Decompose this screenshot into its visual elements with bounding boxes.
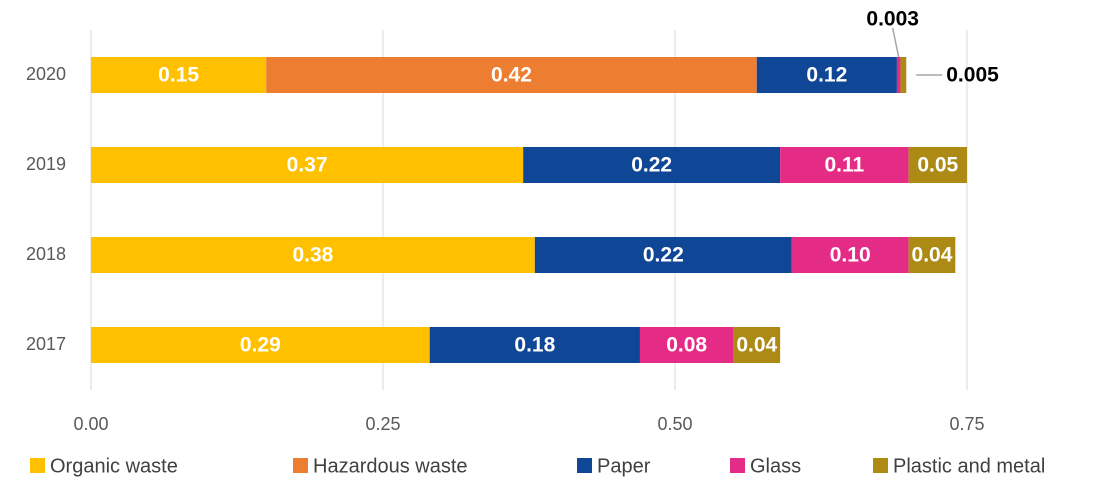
- bar-segment: [91, 57, 267, 93]
- data-label: 0.37: [287, 154, 328, 177]
- legend-label: Paper: [597, 455, 651, 477]
- legend-label: Plastic and metal: [893, 455, 1045, 477]
- bar-segment: [429, 327, 640, 363]
- data-label: 0.003: [866, 8, 919, 31]
- legend-swatch: [873, 458, 888, 473]
- data-label: 0.10: [830, 244, 871, 267]
- legend-label: Glass: [750, 455, 801, 477]
- x-tick-label: 0.75: [949, 414, 984, 434]
- bar-segment: [639, 327, 734, 363]
- bar-segment: [900, 57, 907, 93]
- y-tick-label: 2017: [26, 334, 66, 354]
- bar-segment: [733, 327, 781, 363]
- data-label: 0.15: [158, 64, 199, 87]
- bar-segment: [534, 237, 792, 273]
- bar-segment: [896, 57, 901, 93]
- bar-segment: [908, 237, 956, 273]
- data-label: 0.04: [736, 334, 777, 357]
- bar-segment: [91, 147, 524, 183]
- bar-segment: [908, 147, 967, 183]
- bar-segment: [791, 237, 909, 273]
- bar-segment: [523, 147, 781, 183]
- data-label: 0.08: [666, 334, 707, 357]
- x-tick-label: 0.50: [657, 414, 692, 434]
- data-label: 0.005: [946, 64, 999, 87]
- data-label: 0.05: [917, 154, 958, 177]
- legend-swatch: [730, 458, 745, 473]
- legend-swatch: [30, 458, 45, 473]
- legend-label: Hazardous waste: [313, 455, 468, 477]
- data-label: 0.12: [806, 64, 847, 87]
- bar-segment: [756, 57, 897, 93]
- y-tick-label: 2020: [26, 64, 66, 84]
- data-label: 0.11: [825, 154, 865, 177]
- bar-segment: [91, 237, 535, 273]
- bar-segment: [780, 147, 909, 183]
- x-tick-label: 0.00: [73, 414, 108, 434]
- leader-line: [891, 27, 900, 58]
- data-label: 0.04: [912, 244, 953, 267]
- data-label: 0.22: [631, 154, 672, 177]
- data-label: 0.18: [514, 334, 555, 357]
- bar-segment: [266, 57, 757, 93]
- data-label: 0.38: [292, 244, 333, 267]
- y-tick-label: 2018: [26, 244, 66, 264]
- x-tick-label: 0.25: [365, 414, 400, 434]
- legend-swatch: [293, 458, 308, 473]
- bar-segment: [91, 327, 430, 363]
- y-tick-label: 2019: [26, 154, 66, 174]
- data-label: 0.29: [240, 334, 281, 357]
- legend-swatch: [577, 458, 592, 473]
- data-label: 0.22: [643, 244, 684, 267]
- legend-label: Organic waste: [50, 455, 178, 477]
- data-label: 0.42: [491, 64, 532, 87]
